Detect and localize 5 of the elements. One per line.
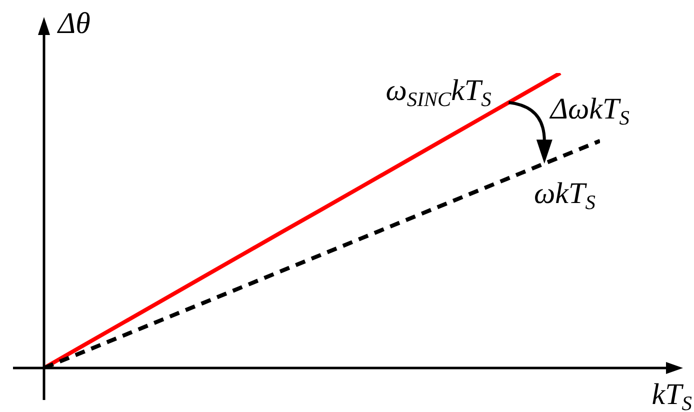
y-axis-title: Δθ — [57, 7, 91, 40]
series-label: ω$_{SINC}$kT$_{S}$ — [386, 74, 492, 111]
annotation: ΔωkT$_{S}$ — [549, 92, 630, 130]
x-axis-title: kT$_{S}$ — [652, 378, 692, 412]
legend-label: ωkT$_{S}$ — [534, 176, 596, 214]
